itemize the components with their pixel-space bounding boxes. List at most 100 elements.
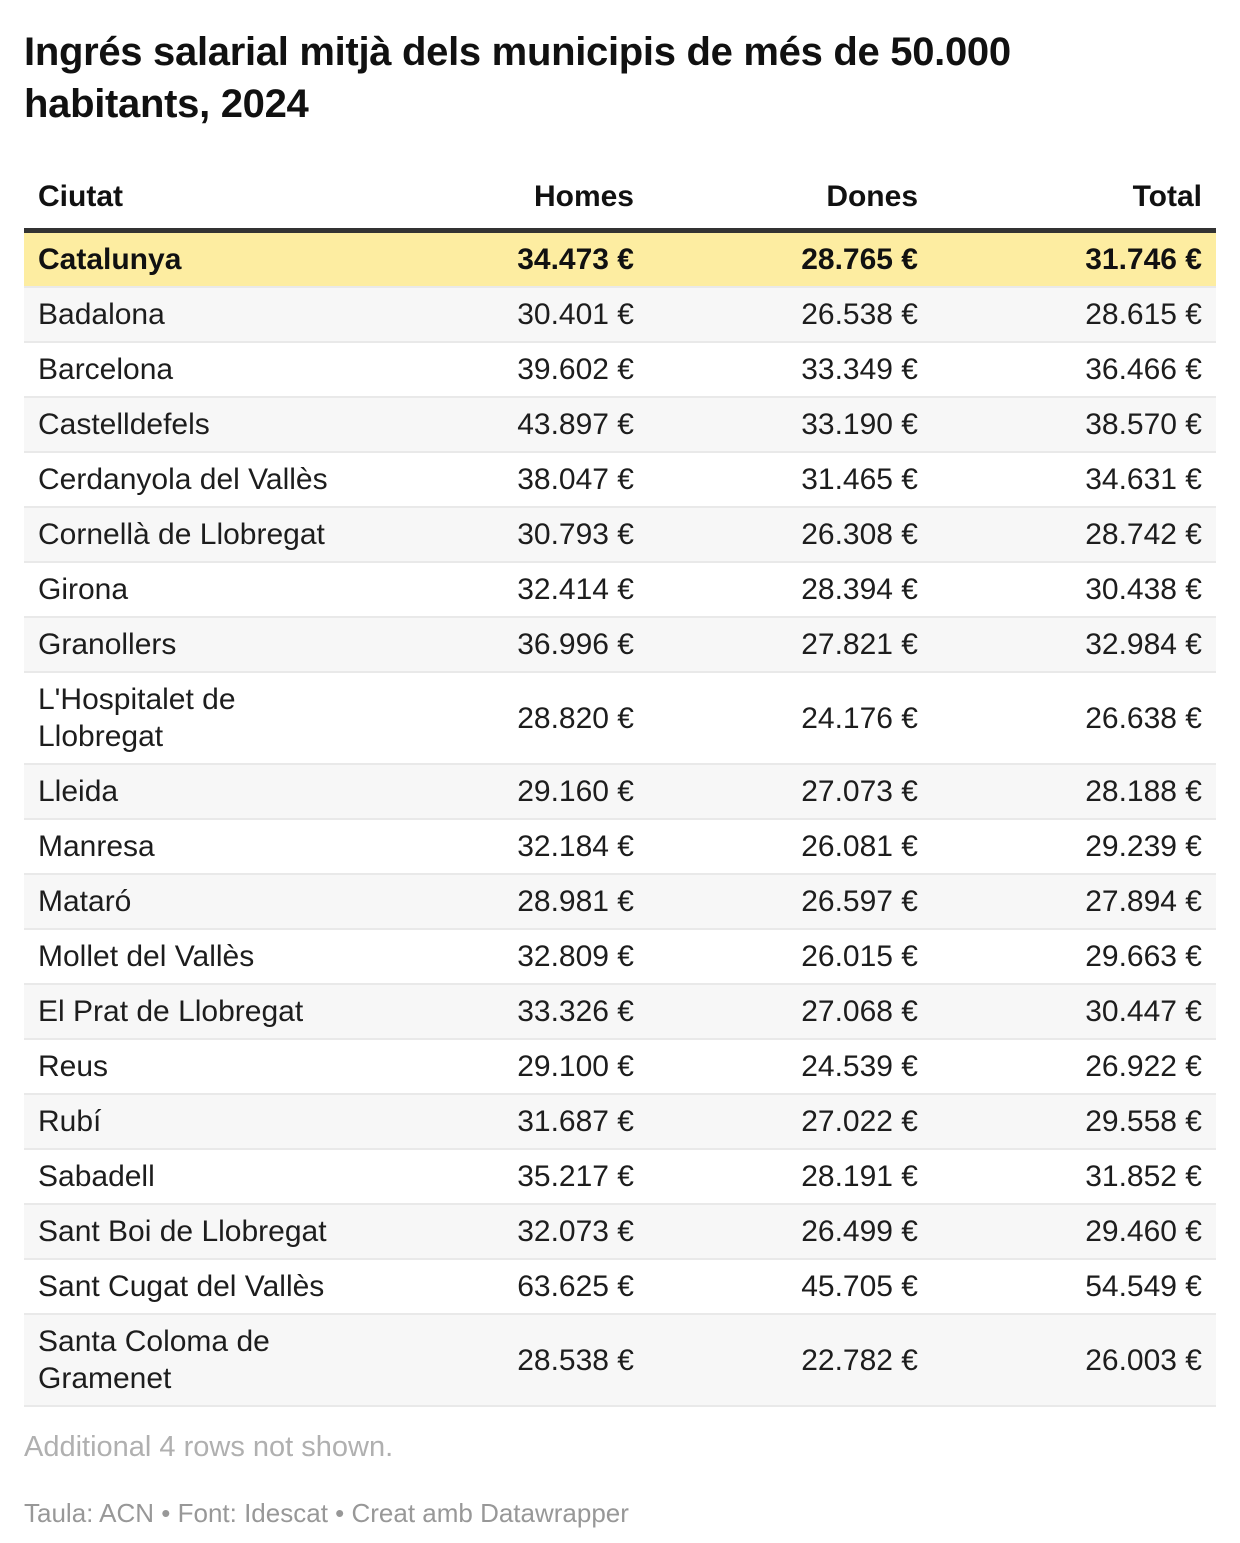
additional-rows-note: Additional 4 rows not shown. <box>24 1431 394 1463</box>
cell-city: Manresa <box>24 818 364 874</box>
cell-homes: 33.326 € <box>364 983 648 1039</box>
cell-total: 31.852 € <box>932 1148 1216 1204</box>
cell-total: 28.615 € <box>932 286 1216 342</box>
cell-dones: 26.015 € <box>648 928 932 984</box>
cell-dones: 26.499 € <box>648 1203 932 1259</box>
table-row: Castelldefels 43.897 €33.190 €38.570 € <box>24 396 1216 452</box>
cell-city: El Prat de Llobregat <box>24 983 364 1039</box>
cell-homes: 32.184 € <box>364 818 648 874</box>
cell-total: 32.984 € <box>932 616 1216 672</box>
cell-homes: 34.473 € <box>517 243 634 276</box>
table-row-highlight: Catalunya 34.473 € 28.765 € 31.746 € <box>24 230 1216 287</box>
cell-city: Granollers <box>24 616 364 672</box>
cell-city: Catalunya <box>38 243 182 276</box>
cell-total: 28.742 € <box>932 506 1216 562</box>
cell-total: 29.558 € <box>932 1093 1216 1149</box>
cell-total: 29.239 € <box>932 818 1216 874</box>
table-row: Sant Cugat del Vallès 63.625 €45.705 €54.… <box>24 1258 1216 1314</box>
cell-homes: 28.538 € <box>364 1313 648 1407</box>
cell-dones: 26.538 € <box>648 286 932 342</box>
table-row: L'Hospitalet de Llobregat 28.820 €24.176 … <box>24 671 1216 764</box>
salary-table: Ciutat Homes Dones Total Catalunya 34.473… <box>24 164 1216 1407</box>
cell-city: Girona <box>24 561 364 617</box>
cell-total: 31.746 € <box>1085 243 1202 276</box>
table-row: Cerdanyola del Vallès 38.047 €31.465 €34.… <box>24 451 1216 507</box>
cell-dones: 27.022 € <box>648 1093 932 1149</box>
cell-total: 34.631 € <box>932 451 1216 507</box>
table-row: Sabadell 35.217 €28.191 €31.852 € <box>24 1148 1216 1204</box>
table-row: Granollers 36.996 €27.821 €32.984 € <box>24 616 1216 672</box>
cell-homes: 39.602 € <box>364 341 648 397</box>
cell-dones: 24.539 € <box>648 1038 932 1094</box>
cell-dones: 28.191 € <box>648 1148 932 1204</box>
table-row: Sant Boi de Llobregat 32.073 €26.499 €29.… <box>24 1203 1216 1259</box>
cell-dones: 33.349 € <box>648 341 932 397</box>
cell-city: Cornellà de Llobregat <box>24 506 364 562</box>
cell-homes: 31.687 € <box>364 1093 648 1149</box>
cell-city: Sabadell <box>24 1148 364 1204</box>
cell-homes: 32.809 € <box>364 928 648 984</box>
cell-dones: 45.705 € <box>648 1258 932 1314</box>
cell-city: Barcelona <box>24 341 364 397</box>
table-header: Ciutat Homes Dones Total <box>24 164 1216 233</box>
cell-city: Sant Boi de Llobregat <box>24 1203 364 1259</box>
cell-homes: 35.217 € <box>364 1148 648 1204</box>
cell-dones: 27.073 € <box>648 763 932 819</box>
cell-city: Badalona <box>24 286 364 342</box>
cell-homes: 32.414 € <box>364 561 648 617</box>
cell-city: Sant Cugat del Vallès <box>24 1258 364 1314</box>
cell-homes: 30.401 € <box>364 286 648 342</box>
table-row: Mollet del Vallès 32.809 €26.015 €29.663 … <box>24 928 1216 984</box>
table-header-row: Ciutat Homes Dones Total <box>24 164 1216 233</box>
cell-dones: 28.765 € <box>801 243 918 276</box>
table-body: Catalunya 34.473 € 28.765 € 31.746 € Badalon… <box>24 230 1216 1407</box>
cell-city: L'Hospitalet de Llobregat <box>24 671 364 764</box>
cell-dones: 24.176 € <box>648 671 932 764</box>
cell-dones: 26.308 € <box>648 506 932 562</box>
cell-homes: 28.981 € <box>364 873 648 929</box>
table-row: Rubí 31.687 €27.022 €29.558 € <box>24 1093 1216 1149</box>
cell-city: Mataró <box>24 873 364 929</box>
footer-credits: Taula: ACN • Font: Idescat • Creat amb D… <box>24 1498 629 1528</box>
cell-total: 29.663 € <box>932 928 1216 984</box>
cell-dones: 27.068 € <box>648 983 932 1039</box>
cell-total: 28.188 € <box>932 763 1216 819</box>
cell-total: 30.447 € <box>932 983 1216 1039</box>
cell-city: Lleida <box>24 763 364 819</box>
cell-homes: 28.820 € <box>364 671 648 764</box>
cell-dones: 31.465 € <box>648 451 932 507</box>
cell-dones: 28.394 € <box>648 561 932 617</box>
cell-city: Cerdanyola del Vallès <box>24 451 364 507</box>
cell-total: 38.570 € <box>932 396 1216 452</box>
table-row: Badalona 30.401 €26.538 €28.615 € <box>24 286 1216 342</box>
cell-homes: 38.047 € <box>364 451 648 507</box>
header-cell-dones: Dones <box>648 164 932 233</box>
table-row: Manresa 32.184 €26.081 €29.239 € <box>24 818 1216 874</box>
header-cell-total: Total <box>932 164 1216 233</box>
cell-city: Santa Coloma de Gramenet <box>24 1313 364 1407</box>
cell-city: Castelldefels <box>24 396 364 452</box>
header-cell-homes: Homes <box>364 164 648 233</box>
cell-total: 26.922 € <box>932 1038 1216 1094</box>
cell-dones: 27.821 € <box>648 616 932 672</box>
cell-dones: 26.597 € <box>648 873 932 929</box>
cell-total: 54.549 € <box>932 1258 1216 1314</box>
cell-dones: 33.190 € <box>648 396 932 452</box>
cell-total: 36.466 € <box>932 341 1216 397</box>
cell-homes: 36.996 € <box>364 616 648 672</box>
page-title: Ingrés salarial mitjà dels municipis de … <box>24 30 1011 126</box>
header-cell-ciutat: Ciutat <box>24 164 364 233</box>
cell-total: 26.003 € <box>932 1313 1216 1407</box>
table-row: Lleida 29.160 €27.073 €28.188 € <box>24 763 1216 819</box>
table-row: Barcelona 39.602 €33.349 €36.466 € <box>24 341 1216 397</box>
cell-city: Reus <box>24 1038 364 1094</box>
cell-total: 27.894 € <box>932 873 1216 929</box>
cell-homes: 30.793 € <box>364 506 648 562</box>
table-row: Cornellà de Llobregat 30.793 €26.308 €28.… <box>24 506 1216 562</box>
cell-dones: 26.081 € <box>648 818 932 874</box>
cell-total: 26.638 € <box>932 671 1216 764</box>
table-row: Santa Coloma de Gramenet 28.538 €22.782 €… <box>24 1313 1216 1407</box>
cell-total: 30.438 € <box>932 561 1216 617</box>
cell-homes: 43.897 € <box>364 396 648 452</box>
